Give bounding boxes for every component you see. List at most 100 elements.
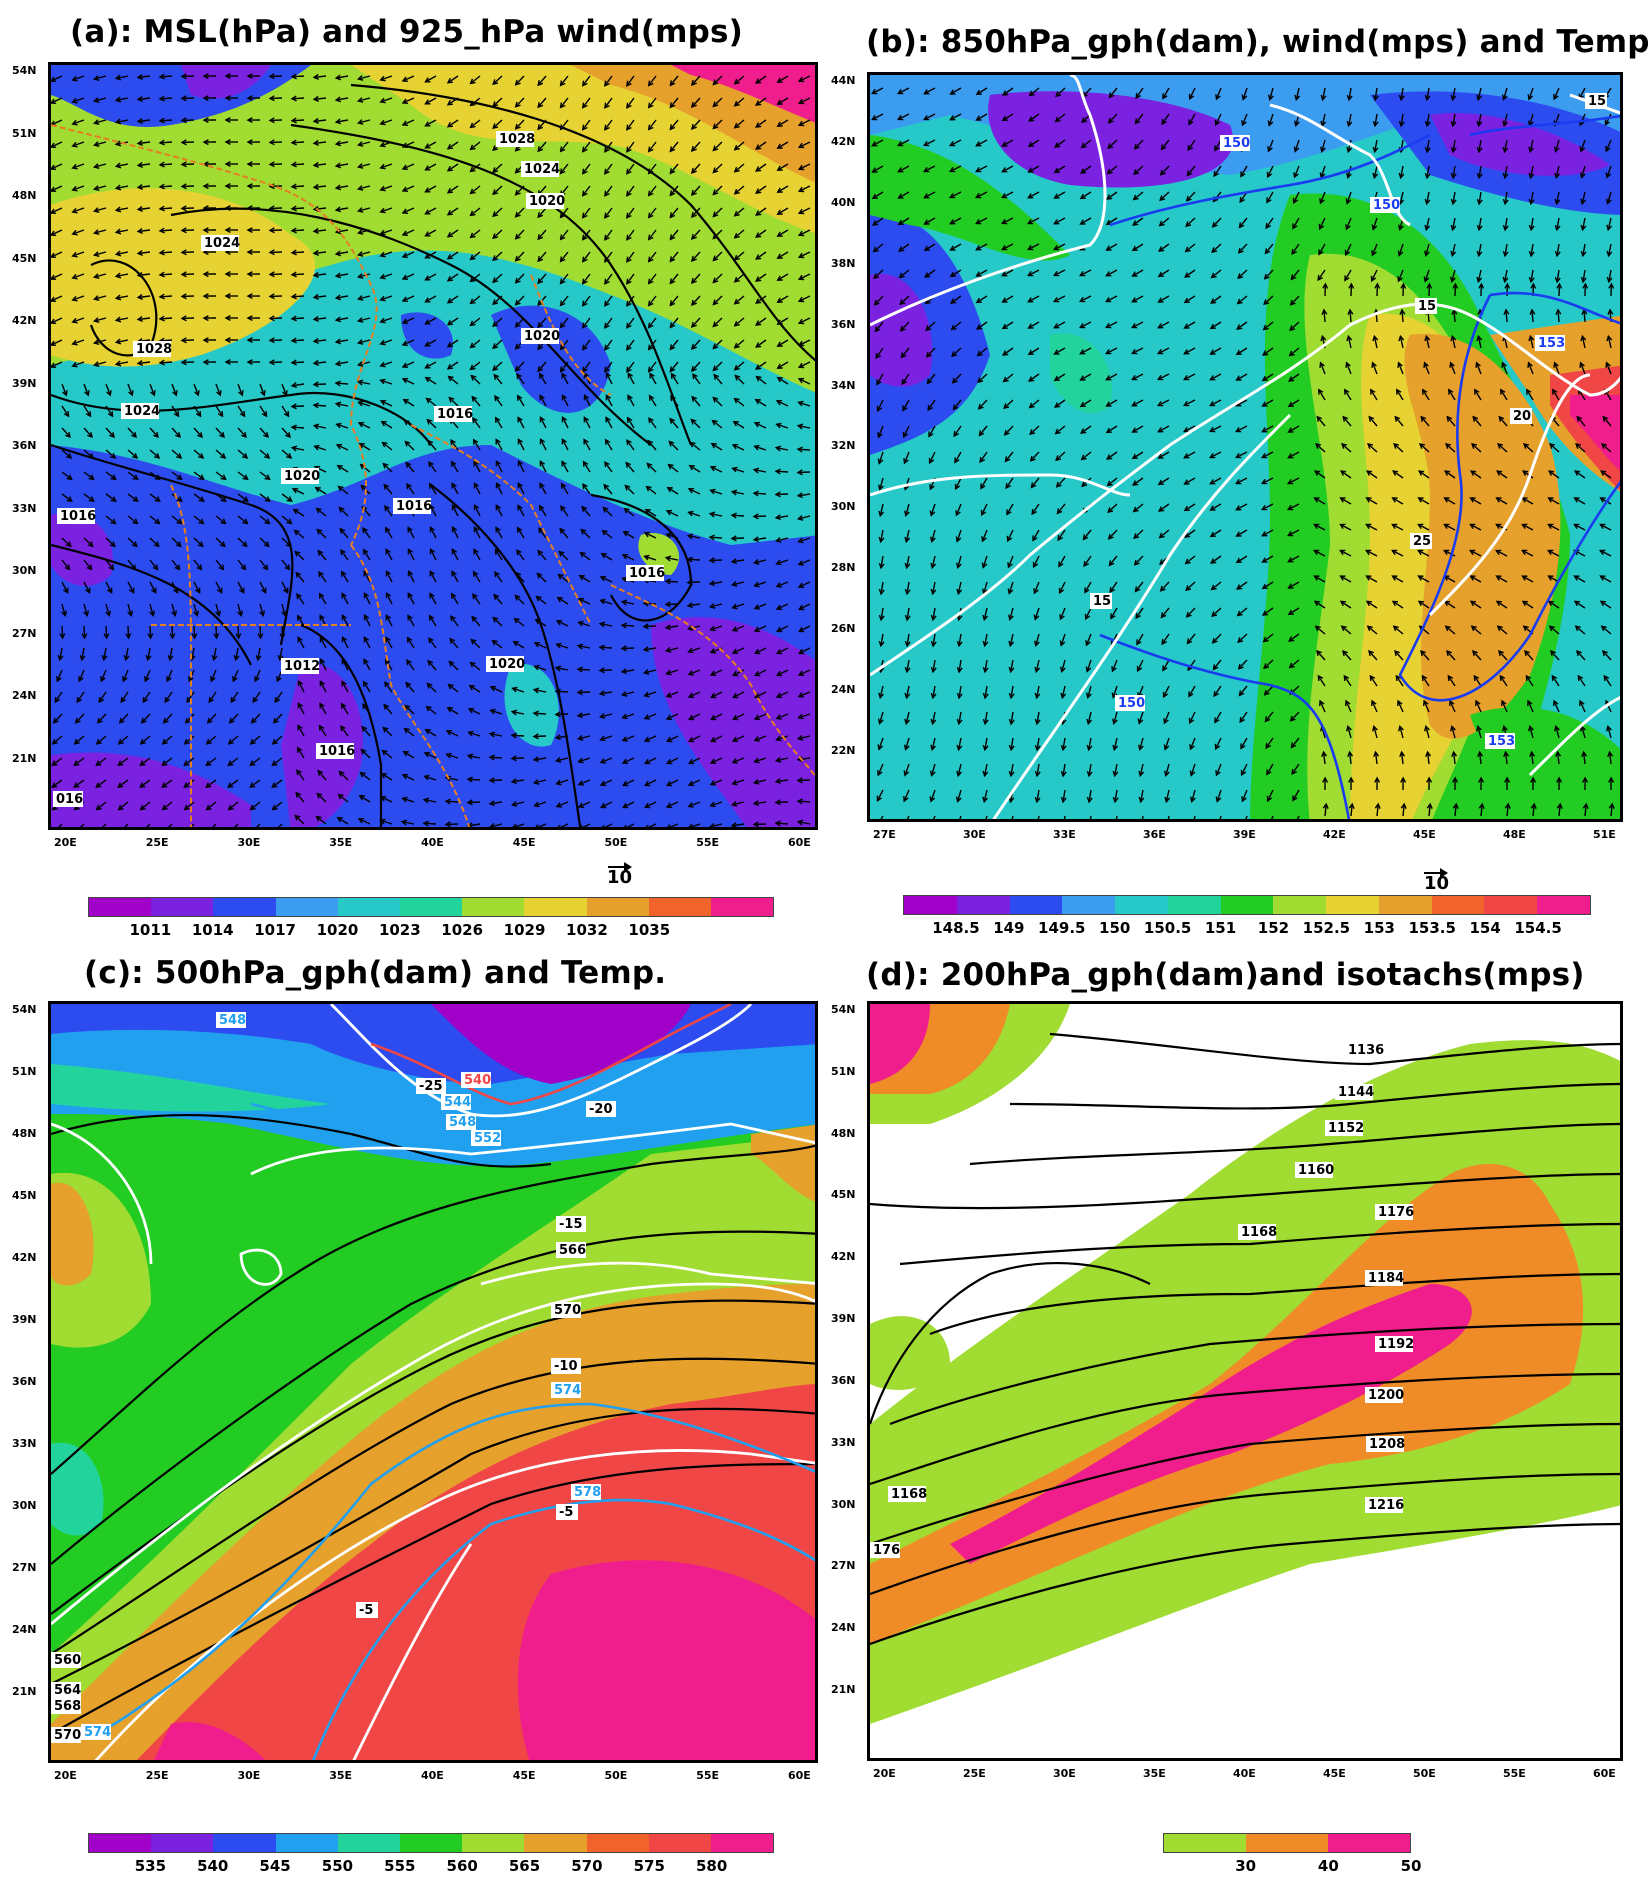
contour-label-box [556, 1242, 586, 1258]
longitude-tick-label: 35E [1143, 1767, 1166, 1780]
colorbar-label: 550 [321, 1857, 354, 1875]
colorbar-swatch [151, 898, 214, 916]
latitude-tick-label: 27N [12, 626, 37, 640]
contour-label: 548 [449, 1115, 476, 1130]
latitude-tick-label: 24N [831, 683, 856, 697]
panel-a-colorbar [88, 897, 774, 917]
longitude-tick-label: 50E [604, 836, 628, 849]
latitude-tick-label: 33N [12, 1437, 37, 1450]
panel-d-title: (d): 200hPa_gph(dam)and isotachs(mps) [866, 957, 1585, 993]
contour-label: 548 [219, 1013, 246, 1028]
contour-label-box [1345, 1042, 1383, 1058]
latitude-tick-label: 21N [831, 1683, 856, 1696]
panel-b-map: 150 15 150 15 153 20 25 15 150 153 [867, 72, 1623, 822]
contour-label: 1024 [124, 404, 160, 419]
contour-label: 560 [54, 1653, 81, 1668]
contour-label-box [1370, 197, 1400, 213]
latitude-tick-label: 30N [831, 500, 856, 514]
panel-b-field: 150 15 150 15 153 20 25 15 150 153 [870, 75, 1620, 819]
longitude-tick-label: 55E [696, 1769, 720, 1782]
contour-label-box [471, 1130, 501, 1146]
contour-label-box [571, 1484, 601, 1500]
latitude-tick-label: 42N [12, 314, 37, 328]
contour-label: -10 [554, 1359, 578, 1374]
colorbar-label: 149 [993, 919, 1025, 937]
latitude-tick-label: 39N [12, 1313, 37, 1326]
contour-label: -15 [559, 1217, 583, 1232]
contour-label: 1168 [1241, 1225, 1277, 1240]
contour-label: 564 [54, 1683, 81, 1698]
contour-label-box [1485, 733, 1515, 749]
contour-label-box [1366, 1436, 1404, 1452]
latitude-tick-label: 27N [831, 1559, 856, 1573]
colorbar-swatch [1009, 896, 1063, 914]
colorbar-swatch [337, 1834, 400, 1852]
colorbar-swatch [586, 1834, 649, 1852]
latitude-tick-label: 36N [12, 1375, 37, 1388]
colorbar-label: 565 [508, 1857, 541, 1875]
latitude-tick-label: 26N [831, 622, 856, 636]
panel-b-reference-vector-label: 10 [1424, 873, 1450, 894]
colorbar-swatch [337, 898, 400, 916]
latitude-tick-label: 30N [12, 564, 37, 578]
contour-label: 574 [554, 1383, 581, 1398]
colorbar-swatch [151, 1834, 214, 1852]
colorbar-swatch [1220, 896, 1274, 914]
panel-a-reference-arrow [608, 862, 632, 872]
contour-label-box [556, 1216, 586, 1232]
contour-label: 570 [54, 1728, 81, 1743]
contour-label-box [133, 341, 171, 357]
latitude-tick-label: 39N [831, 1312, 856, 1326]
contour-label-box [870, 1542, 900, 1558]
latitude-tick-label: 30N [831, 1497, 856, 1511]
longitude-tick-label: 20E [54, 836, 77, 849]
colorbar-swatch [1167, 896, 1221, 914]
contour-label: 1200 [1368, 1388, 1404, 1403]
contour-label-box [1375, 1336, 1413, 1352]
colorbar-label: 1023 [378, 921, 421, 939]
contour-label: 1016 [437, 407, 473, 422]
latitude-tick-label: 32N [831, 439, 856, 453]
colorbar-swatch [956, 896, 1010, 914]
contour-label-box [281, 468, 319, 484]
colorbar-swatch [1328, 1834, 1410, 1852]
colorbar-label: 580 [695, 1857, 728, 1875]
latitude-tick-label: 36N [831, 317, 856, 331]
contour-label: 574 [84, 1725, 111, 1740]
contour-label: 1016 [319, 744, 355, 759]
contour-label-box [556, 1504, 578, 1520]
colorbar-swatch [1273, 896, 1327, 914]
contour-label-box [1325, 1120, 1363, 1136]
colorbar-label: 1032 [566, 921, 608, 939]
longitude-tick-label: 39E [1233, 828, 1256, 841]
latitude-tick-label: 42N [831, 134, 856, 148]
colorbar-swatch [1378, 896, 1432, 914]
latitude-tick-label: 39N [12, 376, 37, 390]
contour-label-box [356, 1602, 378, 1618]
contour-label: 1024 [204, 236, 240, 251]
latitude-tick-label: 45N [12, 251, 37, 265]
latitude-tick-label: 24N [831, 1621, 856, 1635]
contour-label-box [51, 1698, 81, 1714]
contour-label: 1160 [1298, 1163, 1334, 1178]
longitude-tick-label: 30E [1053, 1767, 1076, 1780]
latitude-tick-label: 44N [831, 74, 856, 87]
contour-label-box [434, 406, 472, 422]
contour-label-box [216, 1012, 246, 1028]
contour-label: 578 [574, 1485, 601, 1500]
panel-c-map: 548 -25 540 544 548 552 -20 -15 566 570 -10 574 578-… [48, 1001, 818, 1763]
contour-label-box [446, 1114, 476, 1130]
colorbar-label: 150 [1099, 919, 1131, 937]
colorbar-swatch [213, 1834, 276, 1852]
colorbar-swatch [462, 1834, 525, 1852]
contour-label: 1028 [136, 342, 172, 357]
longitude-tick-label: 30E [963, 828, 986, 841]
contour-label: 1184 [1368, 1271, 1404, 1286]
colorbar-swatch [399, 1834, 463, 1852]
contour-label-box [526, 193, 564, 209]
longitude-tick-label: 25E [145, 836, 169, 849]
contour-label: 1012 [284, 659, 320, 674]
longitude-tick-label: 40E [421, 1769, 444, 1782]
contour-label-box [551, 1302, 581, 1318]
colorbar-label: 150.5 [1143, 919, 1192, 937]
